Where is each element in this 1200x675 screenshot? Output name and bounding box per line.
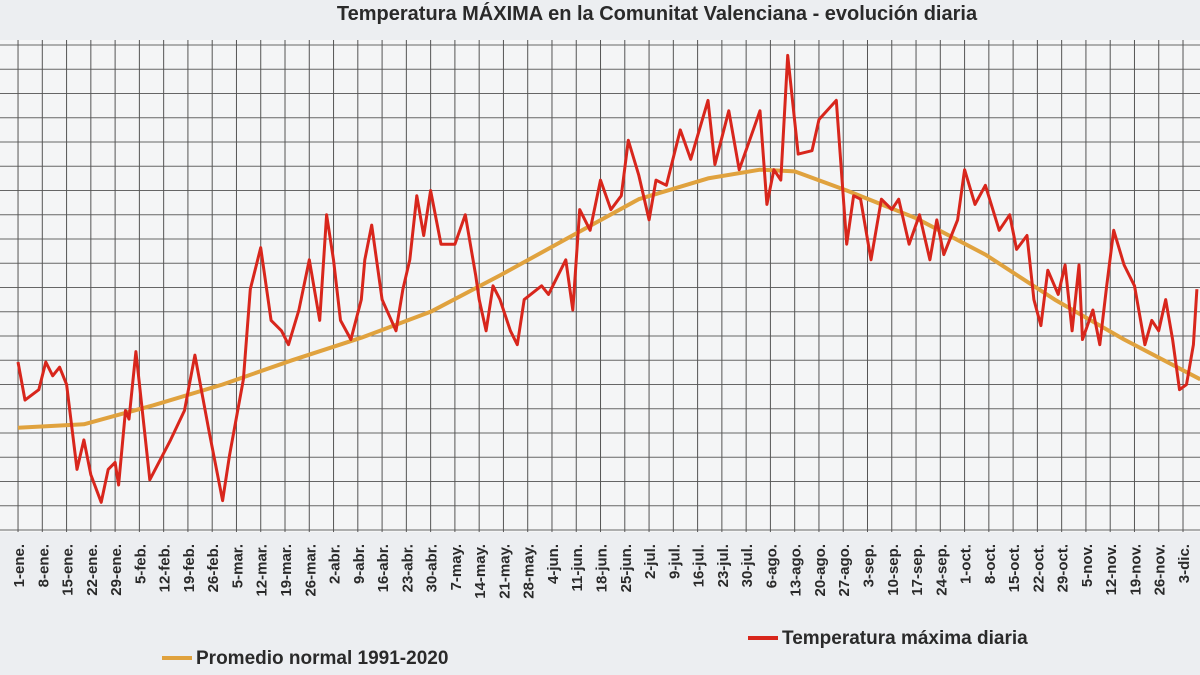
- x-tick-label: 12-mar.: [254, 544, 271, 597]
- x-tick-label: 26-mar.: [302, 544, 319, 597]
- legend-label: Promedio normal 1991-2020: [196, 648, 448, 669]
- x-tick-label: 1-oct.: [958, 544, 975, 584]
- x-tick-label: 23-abr.: [399, 544, 416, 592]
- x-tick-label: 1-ene.: [11, 544, 28, 587]
- x-tick-label: 17-sep.: [909, 544, 926, 596]
- x-tick-label: 12-nov.: [1103, 544, 1120, 595]
- x-tick-label: 19-nov.: [1127, 544, 1144, 595]
- x-tick-label: 23-jul.: [715, 544, 732, 587]
- x-tick-label: 6-ago.: [763, 544, 780, 588]
- x-tick-label: 5-mar.: [229, 544, 246, 588]
- x-tick-label: 19-mar.: [278, 544, 295, 597]
- x-tick-label: 16-jul.: [691, 544, 708, 587]
- x-tick-label: 22-ene.: [84, 544, 101, 596]
- x-tick-label: 9-jul.: [666, 544, 683, 579]
- x-tick-label: 9-abr.: [351, 544, 368, 584]
- x-tick-label: 19-feb.: [181, 544, 198, 592]
- chart-title: Temperatura MÁXIMA en la Comunitat Valen…: [337, 2, 978, 25]
- x-tick-label: 16-abr.: [375, 544, 392, 592]
- x-tick-label: 10-sep.: [885, 544, 902, 596]
- x-tick-label: 11-jun.: [569, 544, 586, 592]
- x-tick-label: 18-jun.: [594, 544, 611, 592]
- x-tick-label: 4-jun.: [545, 544, 562, 584]
- normal-line: [17, 167, 1200, 430]
- x-tick-label: 5-nov.: [1079, 544, 1096, 587]
- x-tick-label: 27-ago.: [836, 544, 853, 597]
- x-tick-label: 26-nov.: [1152, 544, 1169, 595]
- plot-area: [0, 40, 1200, 532]
- x-tick-label: 29-ene.: [108, 544, 125, 596]
- x-tick-label: 12-feb.: [157, 544, 174, 592]
- x-tick-label: 8-ene.: [35, 544, 52, 587]
- x-tick-label: 7-may.: [448, 544, 465, 590]
- daily-line: [16, 53, 1199, 504]
- x-tick-label: 30-jul.: [739, 544, 756, 587]
- x-tick-label: 30-abr.: [424, 544, 441, 592]
- x-tick-label: 29-oct.: [1055, 544, 1072, 592]
- x-tick-label: 2-jul.: [642, 544, 659, 579]
- x-tick-label: 2-abr.: [327, 544, 344, 584]
- x-tick-label: 13-ago.: [788, 544, 805, 597]
- x-tick-label: 22-oct.: [1030, 544, 1047, 592]
- x-tick-label: 3-dic.: [1176, 544, 1193, 583]
- x-tick-label: 21-may.: [496, 544, 513, 599]
- x-tick-label: 20-ago.: [812, 544, 829, 597]
- x-tick-label: 15-oct.: [1006, 544, 1023, 592]
- x-tick-label: 8-oct.: [982, 544, 999, 584]
- x-tick-label: 5-feb.: [132, 544, 149, 584]
- paper-grid: [0, 44, 1200, 531]
- x-tick-label: 26-feb.: [205, 544, 222, 592]
- x-tick-label: 28-may.: [521, 544, 538, 599]
- x-tick-label: 3-sep.: [860, 544, 877, 587]
- x-tick-label: 24-sep.: [933, 544, 950, 596]
- x-tick-label: 25-jun.: [618, 544, 635, 592]
- x-tick-label: 15-ene.: [60, 544, 77, 596]
- legend-label: Temperatura máxima diaria: [782, 628, 1028, 649]
- x-tick-label: 14-may.: [472, 544, 489, 599]
